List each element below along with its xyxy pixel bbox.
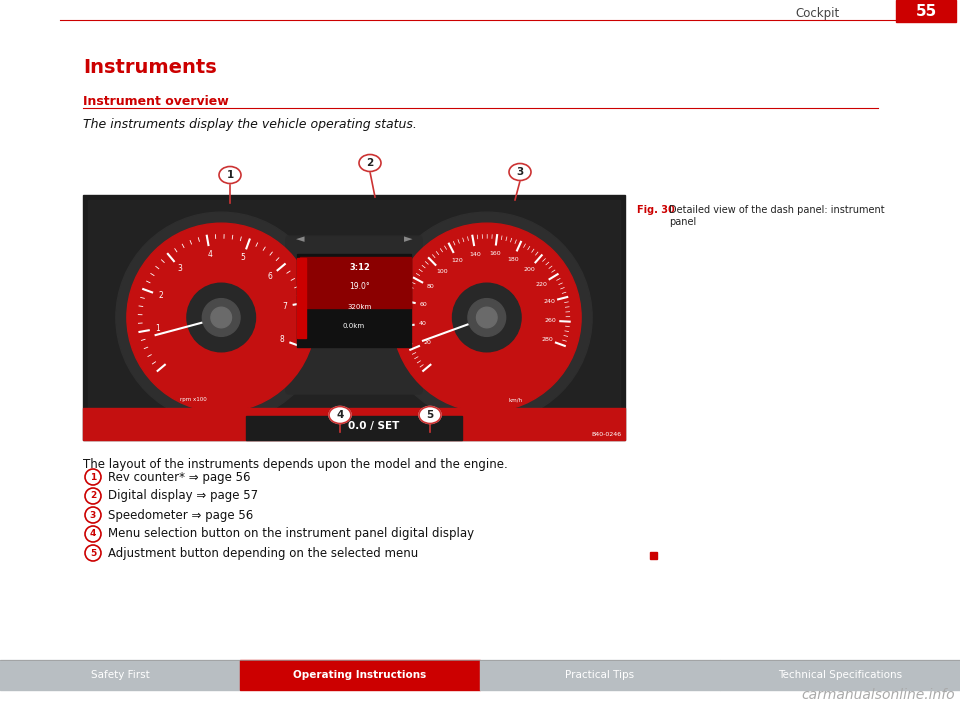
Text: 20: 20 xyxy=(423,340,432,345)
Bar xyxy=(88,200,620,435)
Bar xyxy=(240,660,480,690)
Text: 3:12: 3:12 xyxy=(349,264,371,272)
Text: 100: 100 xyxy=(436,269,447,274)
Ellipse shape xyxy=(219,167,241,184)
Text: 6: 6 xyxy=(268,272,273,281)
Circle shape xyxy=(468,299,506,336)
Circle shape xyxy=(393,223,581,411)
Text: Digital display ⇒ page 57: Digital display ⇒ page 57 xyxy=(108,489,258,503)
Circle shape xyxy=(452,283,521,352)
Circle shape xyxy=(187,283,255,352)
Circle shape xyxy=(85,526,101,542)
Circle shape xyxy=(85,507,101,523)
Text: 2: 2 xyxy=(158,291,163,300)
Circle shape xyxy=(381,212,592,423)
Text: 5: 5 xyxy=(426,410,434,420)
Text: 0.0km: 0.0km xyxy=(343,323,365,329)
Text: 8: 8 xyxy=(279,335,284,344)
Ellipse shape xyxy=(419,407,441,423)
Text: Adjustment button depending on the selected menu: Adjustment button depending on the selec… xyxy=(108,547,419,559)
Text: B40-0246: B40-0246 xyxy=(592,432,622,437)
Ellipse shape xyxy=(359,154,381,172)
Bar xyxy=(297,259,306,338)
Text: Instruments: Instruments xyxy=(83,58,217,77)
Circle shape xyxy=(85,469,101,485)
Text: 0.0 / SET: 0.0 / SET xyxy=(348,421,399,430)
Text: 3: 3 xyxy=(90,510,96,519)
Text: 1: 1 xyxy=(156,324,160,333)
Bar xyxy=(83,195,625,440)
Circle shape xyxy=(211,307,231,328)
Text: Fig. 30: Fig. 30 xyxy=(637,205,678,215)
Text: km/h: km/h xyxy=(508,397,522,402)
Text: Rev counter* ⇒ page 56: Rev counter* ⇒ page 56 xyxy=(108,470,251,484)
Text: Instrument overview: Instrument overview xyxy=(83,95,228,108)
Text: 160: 160 xyxy=(489,252,500,257)
Text: 5: 5 xyxy=(90,548,96,557)
Text: 320km: 320km xyxy=(348,304,372,310)
Text: Cockpit: Cockpit xyxy=(796,8,840,20)
Text: 2: 2 xyxy=(367,158,373,168)
Text: 1: 1 xyxy=(227,170,233,180)
Text: 3: 3 xyxy=(516,167,523,177)
Bar xyxy=(83,408,625,440)
Text: 60: 60 xyxy=(420,302,428,307)
Text: Menu selection button on the instrument panel digital display: Menu selection button on the instrument … xyxy=(108,527,474,540)
Text: 80: 80 xyxy=(426,285,434,290)
Text: 19.0°: 19.0° xyxy=(349,282,370,291)
Bar xyxy=(297,254,411,347)
Text: 120: 120 xyxy=(451,258,464,263)
Circle shape xyxy=(476,307,497,328)
Circle shape xyxy=(85,545,101,561)
Text: 3: 3 xyxy=(178,264,182,273)
Circle shape xyxy=(85,488,101,504)
Text: ◄: ◄ xyxy=(296,234,304,244)
Text: 4: 4 xyxy=(336,410,344,420)
Text: ►: ► xyxy=(404,234,413,244)
Bar xyxy=(896,0,956,22)
Text: 4: 4 xyxy=(207,250,212,259)
Bar xyxy=(300,257,411,308)
Text: 55: 55 xyxy=(916,4,937,18)
Text: 140: 140 xyxy=(469,252,482,257)
Text: Technical Specifications: Technical Specifications xyxy=(778,670,902,680)
Circle shape xyxy=(116,212,326,423)
Text: 7: 7 xyxy=(282,302,287,311)
Ellipse shape xyxy=(329,407,351,423)
Text: 4: 4 xyxy=(90,529,96,538)
Text: Speedometer ⇒ page 56: Speedometer ⇒ page 56 xyxy=(108,508,253,522)
Bar xyxy=(480,660,720,690)
Text: The layout of the instruments depends upon the model and the engine.: The layout of the instruments depends up… xyxy=(83,458,508,471)
Text: 5: 5 xyxy=(241,253,246,261)
Text: 40: 40 xyxy=(419,321,427,327)
Text: rpm x100: rpm x100 xyxy=(180,397,206,402)
Text: Detailed view of the dash panel: instrument
panel: Detailed view of the dash panel: instrum… xyxy=(669,205,884,226)
Text: Operating Instructions: Operating Instructions xyxy=(294,670,426,680)
Text: The instruments display the vehicle operating status.: The instruments display the vehicle oper… xyxy=(83,118,417,131)
Text: 200: 200 xyxy=(523,267,535,272)
Text: Practical Tips: Practical Tips xyxy=(565,670,635,680)
Ellipse shape xyxy=(509,163,531,180)
Text: 180: 180 xyxy=(507,257,519,261)
Circle shape xyxy=(127,223,316,411)
FancyBboxPatch shape xyxy=(286,236,422,394)
Circle shape xyxy=(203,299,240,336)
Bar xyxy=(650,552,657,559)
Bar xyxy=(720,660,960,690)
Bar xyxy=(0,660,240,690)
Text: 280: 280 xyxy=(541,337,553,342)
Text: carmanualsonline.info: carmanualsonline.info xyxy=(802,688,955,701)
Text: 240: 240 xyxy=(543,299,555,304)
Text: 260: 260 xyxy=(545,318,557,323)
Bar xyxy=(246,416,463,440)
Text: 220: 220 xyxy=(536,282,547,287)
Text: 2: 2 xyxy=(90,491,96,501)
Text: Safety First: Safety First xyxy=(90,670,150,680)
Text: 1: 1 xyxy=(90,472,96,482)
